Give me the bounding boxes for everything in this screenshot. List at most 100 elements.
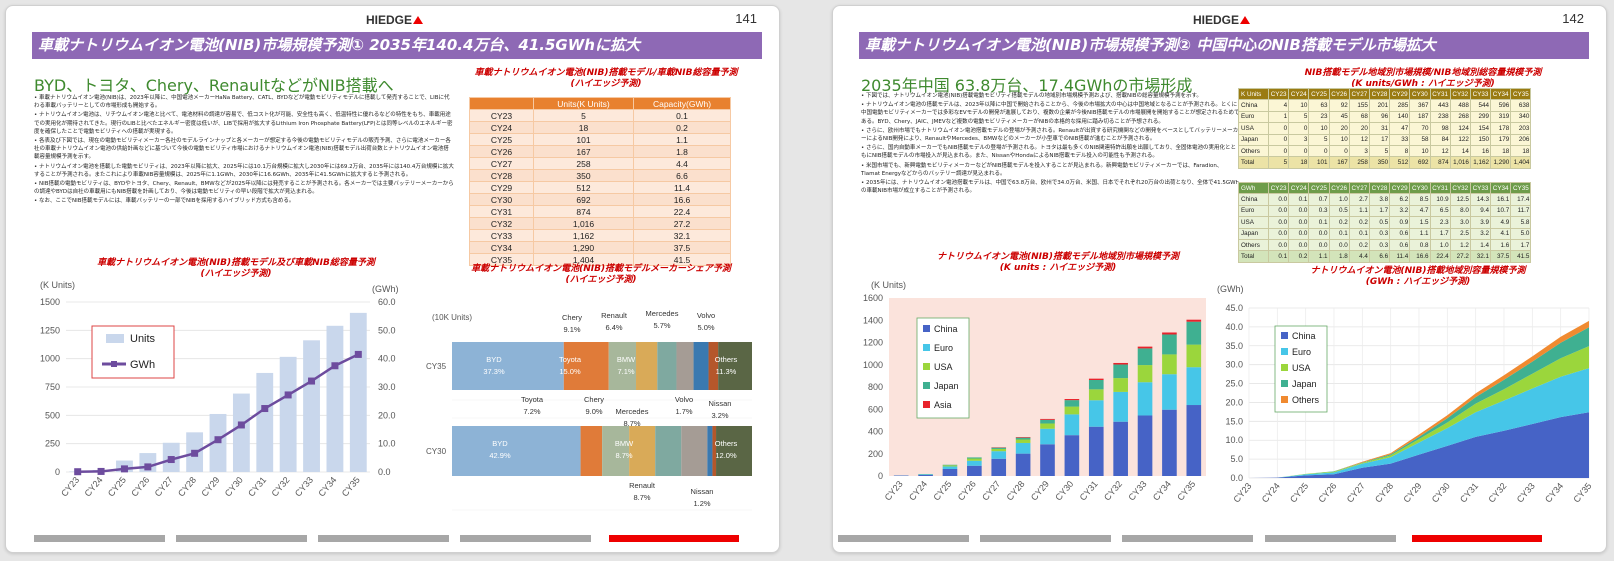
x-tick-label: CY35 (340, 475, 362, 499)
y-tick-label: 250 (45, 439, 60, 449)
table-cell: 0.8 (1409, 238, 1431, 252)
table-cell: 319 (1490, 110, 1512, 124)
table-cell: 1.1 (1348, 204, 1370, 218)
stacked-bar-segment (918, 474, 933, 476)
table-cell: 187 (1409, 110, 1431, 124)
table-cell: 1 (1267, 110, 1290, 124)
x-tick-label: CY25 (106, 475, 128, 499)
stacked-bar-segment (942, 464, 958, 466)
x-tick-label: CY27 (980, 479, 1002, 503)
units-bar (232, 393, 250, 472)
units-gwh-combo-chart: (K Units) (GWh) 0 0.0 250 10.0 500 20.0 750 30.0 1… (40, 280, 399, 499)
share-label: Nissan (709, 399, 732, 408)
table-cell: 544 (1469, 99, 1492, 112)
legend-label: USA (934, 362, 953, 372)
stacked-bar-segment (991, 447, 1007, 449)
table-row: CY23 5 0.1 (469, 109, 731, 122)
bullet-item: • 2035年には、ナトリウムイオン電池搭載モデルは、中国で63.8万台、欧州で… (861, 180, 1240, 195)
share-label: Others (715, 355, 738, 364)
y2-tick-label: 60.0 (378, 297, 396, 307)
table-cell: 201 (1368, 99, 1391, 112)
stacked-bar-segment (1186, 367, 1202, 406)
table-cell: CY29 (469, 181, 534, 194)
stacked-bar-segment (1186, 319, 1202, 322)
share-value: 15.0% (559, 367, 581, 376)
table-cell: China (1238, 193, 1269, 206)
table-header: CY26 (1328, 181, 1350, 195)
stacked-bar-segment (1162, 409, 1177, 476)
legend-label: Units (130, 333, 156, 345)
table-cell: 1,016 (533, 217, 634, 230)
stacked-bar-segment (1040, 444, 1055, 476)
share-segment (452, 426, 581, 476)
table-row: Total 0.1 0.2 1.1 1.8 4.4 6.6 11.4 16.6 22.4 27.2 3… (1238, 250, 1532, 263)
x-tick-label: CY28 (1005, 479, 1027, 503)
share-value: 8.7% (633, 493, 650, 502)
table-cell: 0 (1267, 144, 1290, 158)
legend-label: Others (1292, 395, 1320, 405)
y-tick-label: 5.0 (1230, 454, 1243, 464)
y-tick-label: 400 (868, 427, 883, 437)
table-cell: 3.9 (1469, 216, 1492, 229)
table-cell: Total (1238, 156, 1269, 169)
footer-bar (34, 535, 165, 542)
legend-swatch (923, 325, 930, 332)
table-cell: 5 (1267, 156, 1290, 169)
chart1-title: 車載ナトリウムイオン電池(NIB)搭載モデル及び車載NIB総容量予測 (ハイエッ… (97, 258, 375, 279)
table-cell: 155 (1348, 99, 1370, 112)
share-label: Others (715, 439, 738, 448)
stacked-bar-segment (1137, 346, 1153, 349)
table-cell: 0.3 (1368, 227, 1391, 240)
table-cell: 98 (1429, 122, 1451, 135)
share-segment (712, 426, 717, 476)
table-cell: 0.2 (1348, 238, 1370, 252)
hiedge-logo: HIEDGE (366, 13, 424, 27)
table-cell: 1.0 (1429, 238, 1451, 252)
table-row: China 0.0 0.1 0.7 1.0 2.7 3.8 6.2 8.5 10.9 12.5 14.… (1238, 193, 1532, 206)
gwh-point (144, 463, 152, 471)
gwh-point (284, 391, 292, 399)
table-cell: 0.2 (1288, 250, 1310, 263)
slide-page-141: HIEDGE 141 車載ナトリウムイオン電池(NIB)市場規模予測① 2035… (5, 5, 780, 553)
table-header-row: GWh CY23 CY24 CY25 CY26 CY27 CY28 CY29 CY30 CY31 C… (1238, 181, 1532, 195)
share-label: Toyota (559, 355, 582, 364)
table-cell: CY33 (469, 229, 534, 242)
legend-swatch (1281, 396, 1288, 403)
table-row: CY24 18 0.2 (469, 121, 731, 134)
legend-swatch (1281, 380, 1288, 387)
share-label: Mercedes (616, 407, 649, 416)
table-cell: 4.7 (1409, 204, 1431, 218)
table-header: Units(K Units) (533, 97, 634, 110)
stacked-bar-segment (1064, 414, 1080, 436)
legend-swatch (923, 363, 930, 370)
page-number: 142 (1562, 11, 1584, 26)
table-cell: 2.5 (1449, 227, 1471, 240)
table-cell: 18 (1490, 144, 1512, 158)
table-cell: 4.4 (1348, 250, 1370, 263)
table-cell: 596 (1490, 99, 1512, 112)
share-label: Nissan (691, 487, 714, 496)
slide-title-banner: 車載ナトリウムイオン電池(NIB)市場規模予測② 中国中心のNIB搭載モデル市場… (859, 32, 1589, 59)
share-value: 8.7% (623, 419, 640, 428)
table-cell: 1,290 (1490, 156, 1512, 169)
share-label: Volvo (675, 395, 693, 404)
table-row: CY27 258 4.4 (469, 157, 731, 170)
table-cell: 8.0 (1449, 204, 1471, 218)
table-cell: 16.1 (1490, 193, 1512, 206)
y-tick-label: 800 (868, 382, 883, 392)
stacked-bar-segment (1162, 332, 1177, 335)
x-tick-label: CY30 (223, 475, 245, 499)
chart2-title: 車載ナトリウムイオン電池(NIB)搭載モデルメーカーシェア予測 (ハイエッジ予測… (471, 264, 731, 285)
table-cell: 167 (1328, 156, 1350, 169)
table-cell: Euro (1238, 110, 1269, 124)
share-segment (716, 426, 752, 476)
table-cell: 5 (1288, 110, 1310, 124)
table-cell: 11.4 (1389, 250, 1411, 263)
chart4-title: ナトリウムイオン電池(NIB)搭載地域別容量規模予測 (GWh : ハイエッジ予… (1310, 266, 1526, 287)
table-cell: CY35 (469, 253, 534, 266)
table-header: CY33 (1469, 181, 1492, 195)
share-segment (676, 342, 694, 390)
table-header: CY35 (1510, 87, 1532, 101)
table-cell: 0.0 (1288, 204, 1310, 218)
share-value: 42.9% (489, 451, 511, 460)
